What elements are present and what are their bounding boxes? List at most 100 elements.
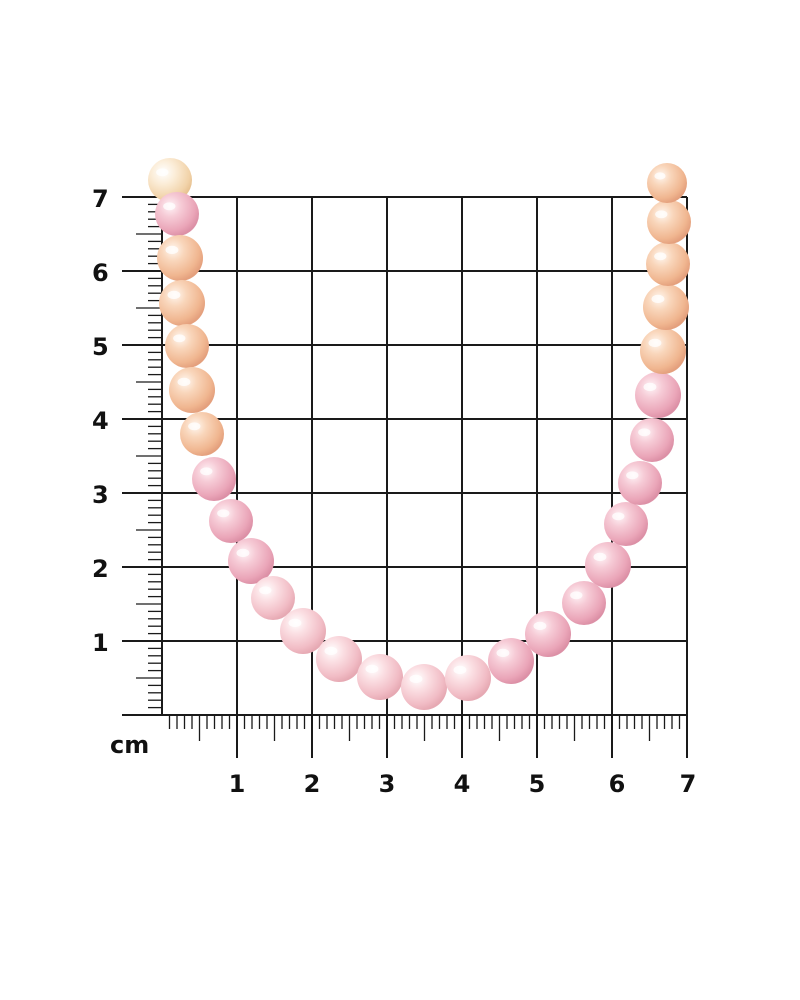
- pearl-highlight: [163, 202, 176, 211]
- pearl: [251, 576, 295, 620]
- pearl-highlight: [655, 210, 668, 219]
- pearl: [280, 608, 326, 654]
- pearl-body: [192, 457, 236, 501]
- pearl-highlight: [259, 586, 272, 595]
- pearl-highlight: [188, 422, 201, 431]
- pearl-necklace: [148, 158, 691, 710]
- pearl-highlight: [173, 334, 186, 343]
- pearl: [630, 418, 674, 462]
- pearl-highlight: [167, 290, 181, 300]
- pearl-body: [647, 163, 687, 203]
- pearl: [445, 655, 491, 701]
- y-label-1: 1: [92, 629, 109, 657]
- pearl: [209, 499, 253, 543]
- pearl: [640, 328, 686, 374]
- pearl-highlight: [654, 252, 667, 261]
- pearl: [157, 235, 203, 281]
- pearl: [165, 324, 209, 368]
- x-label-5: 5: [529, 770, 546, 798]
- pearl-highlight: [324, 646, 338, 656]
- pearl: [316, 636, 362, 682]
- pearl-body: [525, 611, 571, 657]
- pearl-highlight: [453, 665, 467, 675]
- pearl: [169, 367, 215, 413]
- pearl-highlight: [409, 674, 423, 684]
- pearl: [585, 542, 631, 588]
- pearl-highlight: [648, 338, 662, 348]
- pearl-body: [646, 242, 690, 286]
- pearl: [647, 200, 691, 244]
- pearl-highlight: [533, 621, 547, 631]
- pearl-body: [316, 636, 362, 682]
- y-label-5: 5: [92, 333, 109, 361]
- pearl: [604, 502, 648, 546]
- pearl-highlight: [638, 428, 651, 437]
- pearl: [562, 581, 606, 625]
- pearl-highlight: [496, 648, 510, 658]
- pearl: [357, 654, 403, 700]
- pearl-highlight: [365, 664, 379, 674]
- pearl-body: [180, 412, 224, 456]
- y-label-6: 6: [92, 259, 109, 287]
- pearl-body: [159, 280, 205, 326]
- y-label-4: 4: [92, 407, 109, 435]
- pearl: [401, 664, 447, 710]
- y-ruler-ticks: [136, 203, 162, 709]
- pearl-highlight: [643, 382, 657, 392]
- pearl-highlight: [612, 512, 625, 521]
- x-ruler-ticks: [168, 715, 681, 741]
- pearl: [525, 611, 571, 657]
- pearl-body: [157, 235, 203, 281]
- pearl-highlight: [217, 509, 230, 518]
- x-label-4: 4: [454, 770, 471, 798]
- pearl: [148, 158, 192, 202]
- pearl-body: [640, 328, 686, 374]
- pearl-body: [643, 284, 689, 330]
- pearl-body: [209, 499, 253, 543]
- x-label-3: 3: [379, 770, 396, 798]
- pearl: [618, 461, 662, 505]
- pearl-highlight: [165, 245, 179, 255]
- pearl: [155, 192, 199, 236]
- pearl-highlight: [200, 467, 213, 476]
- pearl-body: [635, 372, 681, 418]
- pearl-body: [401, 664, 447, 710]
- pearl: [643, 284, 689, 330]
- x-label-1: 1: [229, 770, 246, 798]
- pearl-body: [630, 418, 674, 462]
- pearl-body: [165, 324, 209, 368]
- pearl: [646, 242, 690, 286]
- pearl-highlight: [651, 294, 665, 304]
- y-label-2: 2: [92, 555, 109, 583]
- pearl-highlight: [177, 377, 191, 387]
- pearl: [180, 412, 224, 456]
- pearl-body: [357, 654, 403, 700]
- x-label-6: 6: [609, 770, 626, 798]
- pearl-highlight: [236, 548, 250, 558]
- pearl-highlight: [570, 591, 583, 600]
- pearl: [488, 638, 534, 684]
- pearl-highlight: [626, 471, 639, 480]
- pearl-highlight: [593, 552, 607, 562]
- x-label-2: 2: [304, 770, 321, 798]
- pearl: [647, 163, 687, 203]
- pearl-body: [169, 367, 215, 413]
- pearl: [192, 457, 236, 501]
- pearl-body: [604, 502, 648, 546]
- y-label-3: 3: [92, 481, 109, 509]
- pearl-body: [488, 638, 534, 684]
- pearl-body: [155, 192, 199, 236]
- pearl-body: [445, 655, 491, 701]
- y-label-7: 7: [92, 185, 109, 213]
- pearl-highlight: [156, 168, 169, 177]
- pearl-highlight: [654, 172, 666, 180]
- pearl-body: [647, 200, 691, 244]
- pearl: [159, 280, 205, 326]
- x-axis-labels: 1 2 3 4 5 6 7: [229, 770, 697, 798]
- x-label-7: 7: [680, 770, 697, 798]
- pearl-body: [280, 608, 326, 654]
- y-axis-labels: 1 2 3 4 5 6 7: [92, 185, 109, 657]
- pearl: [228, 538, 274, 584]
- unit-label: cm: [110, 731, 149, 759]
